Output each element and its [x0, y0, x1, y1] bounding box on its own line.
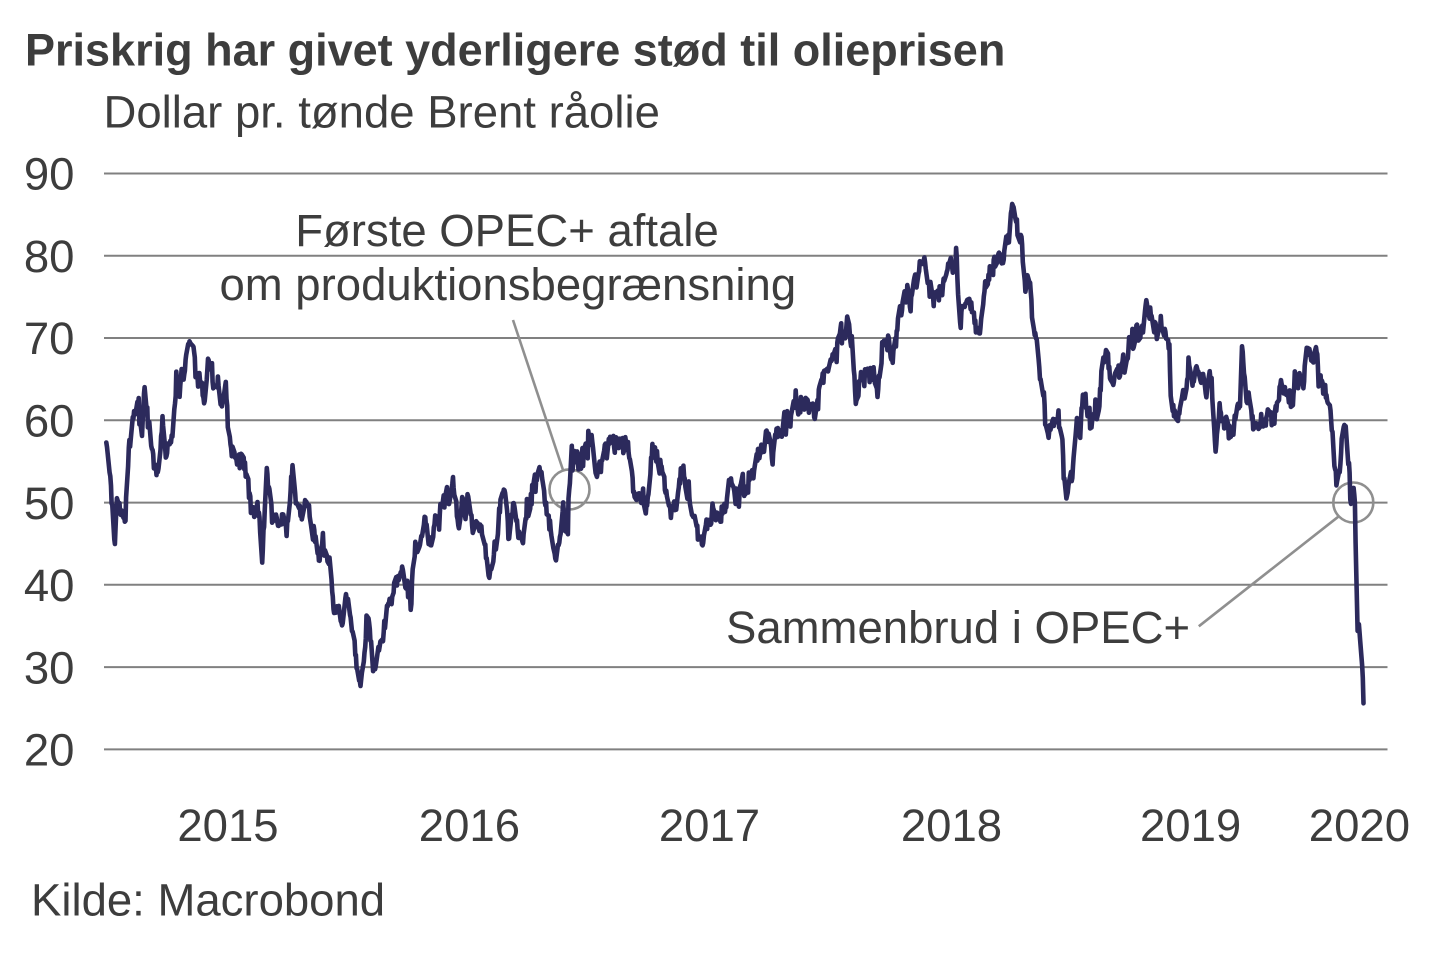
svg-text:Priskrig har givet yderligere: Priskrig har givet yderligere stød til o…	[25, 25, 1005, 76]
svg-text:Sammenbrud i OPEC+: Sammenbrud i OPEC+	[726, 602, 1190, 653]
svg-text:2018: 2018	[901, 800, 1002, 851]
svg-text:Første OPEC+ aftale: Første OPEC+ aftale	[295, 205, 719, 256]
svg-text:Dollar pr. tønde Brent råolie: Dollar pr. tønde Brent råolie	[104, 87, 660, 138]
svg-text:60: 60	[24, 396, 75, 447]
svg-text:40: 40	[24, 560, 75, 611]
svg-text:80: 80	[24, 231, 75, 282]
svg-text:20: 20	[24, 725, 75, 776]
svg-text:2015: 2015	[177, 800, 278, 851]
svg-text:Kilde: Macrobond: Kilde: Macrobond	[31, 875, 385, 926]
svg-text:2017: 2017	[659, 800, 760, 851]
svg-text:30: 30	[24, 642, 75, 693]
svg-text:2020: 2020	[1309, 800, 1410, 851]
svg-text:2016: 2016	[419, 800, 520, 851]
svg-text:50: 50	[24, 478, 75, 529]
svg-text:om produktionsbegrænsning: om produktionsbegrænsning	[219, 259, 796, 310]
svg-text:2019: 2019	[1140, 800, 1241, 851]
svg-text:90: 90	[24, 149, 75, 200]
svg-text:70: 70	[24, 313, 75, 364]
